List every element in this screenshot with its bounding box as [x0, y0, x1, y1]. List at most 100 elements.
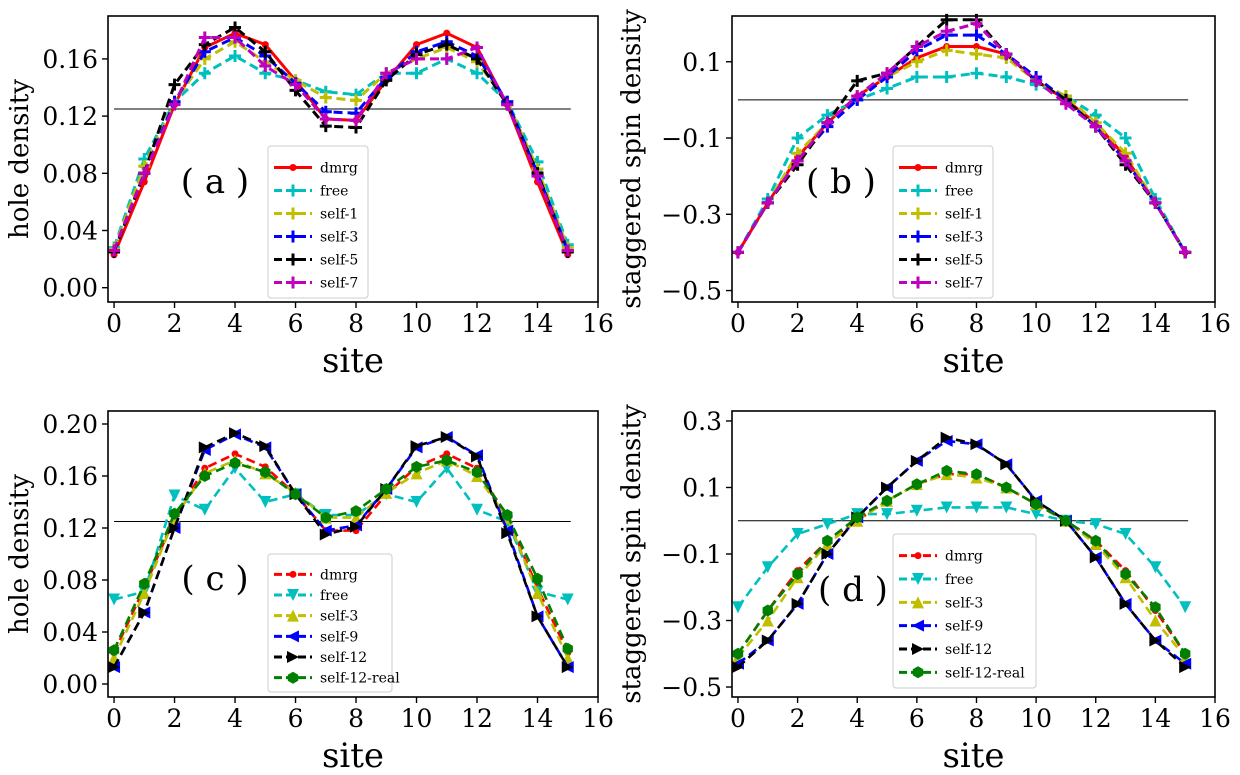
data-point: [1119, 154, 1132, 167]
data-point: [972, 43, 980, 51]
series-line: [736, 506, 1187, 608]
series-self-7: [108, 31, 574, 257]
data-point: [791, 132, 804, 145]
data-point: [108, 244, 121, 257]
legend-label: free: [945, 184, 973, 200]
data-point: [732, 647, 744, 660]
legend-label: self-5: [945, 253, 983, 269]
x-axis-label: site: [942, 341, 1004, 381]
legend-label: free: [320, 184, 348, 200]
series-line: [736, 472, 1187, 658]
data-point: [881, 508, 894, 521]
data-point: [1089, 518, 1102, 531]
data-point: [1030, 508, 1043, 521]
x-tick-label: 14: [522, 309, 554, 338]
data-point: [471, 41, 484, 54]
y-tick-label: 0.12: [42, 102, 98, 131]
data-point: [198, 31, 211, 44]
legend-label: self-12-real: [945, 665, 1025, 681]
data-point: [731, 661, 744, 674]
data-point: [970, 438, 983, 451]
legend-item: dmrg: [899, 549, 983, 565]
legend-marker: [912, 230, 924, 243]
y-tick-label: 0.00: [42, 670, 98, 699]
data-point: [531, 170, 544, 183]
x-tick-label: 10: [401, 309, 433, 338]
series-line: [112, 35, 570, 252]
x-tick-label: 14: [522, 704, 554, 733]
data-point: [561, 593, 574, 606]
y-tick-label: −0.3: [661, 200, 722, 229]
data-point: [791, 154, 804, 167]
data-point: [881, 82, 894, 95]
data-point: [1000, 458, 1013, 471]
y-tick-label: −0.3: [661, 607, 722, 636]
legend-label: self-12: [945, 642, 992, 658]
data-point: [471, 52, 484, 65]
data-point: [229, 31, 242, 44]
data-point: [940, 431, 953, 444]
data-point: [108, 593, 121, 606]
data-point: [1030, 74, 1043, 87]
legend-marker: [912, 253, 924, 266]
legend-item: self-1: [899, 207, 983, 223]
data-point: [791, 597, 804, 610]
legend-label: free: [320, 588, 348, 604]
legend: dmrg free self-1 self-3 self-5 self-7: [892, 145, 994, 299]
x-tick-label: 8: [969, 704, 985, 733]
data-point: [261, 41, 269, 49]
legend-item: free: [899, 572, 973, 588]
data-point: [941, 464, 952, 477]
legend-marker: [912, 573, 924, 585]
legend-label: self-12: [320, 650, 367, 666]
data-point: [443, 29, 451, 37]
panel-d: 0 2 4 6 8 10 12 14 16 −0.5 −0.3 −0.1 0.1 0.3 site stagg…: [617, 404, 1231, 775]
data-point: [1119, 132, 1132, 145]
data-point: [319, 112, 332, 125]
data-point: [168, 98, 181, 111]
data-point: [910, 55, 923, 68]
x-tick-label: 4: [227, 309, 243, 338]
legend-label: self-1: [945, 207, 983, 223]
data-point: [762, 604, 773, 617]
x-tick-label: 2: [167, 704, 183, 733]
data-point: [881, 494, 893, 507]
legend-item: self-3: [899, 595, 983, 611]
data-point: [1059, 97, 1072, 110]
legend-item: self-7: [899, 276, 983, 292]
legend-item: dmrg: [899, 161, 983, 177]
x-tick-label: 6: [288, 309, 304, 338]
y-tick-label: 0.00: [42, 274, 98, 303]
legend-marker: [287, 651, 299, 663]
data-point: [1001, 481, 1012, 494]
data-point: [1120, 568, 1131, 580]
data-point: [410, 440, 423, 453]
legend-marker: [912, 596, 924, 609]
legend-marker: [287, 230, 299, 243]
x-tick-label: 16: [582, 309, 614, 338]
x-tick-label: 2: [790, 309, 806, 338]
legend-item: self-12: [899, 642, 992, 658]
series-line: [112, 54, 570, 249]
data-point: [441, 454, 452, 467]
data-point: [319, 528, 332, 541]
x-tick-label: 10: [401, 704, 433, 733]
y-tick-label: 0.16: [42, 462, 98, 491]
y-tick-label: 0.08: [42, 159, 98, 188]
x-tick-label: 0: [106, 309, 122, 338]
data-point: [1180, 647, 1191, 660]
data-point: [881, 67, 894, 80]
data-point: [1179, 601, 1192, 614]
data-point: [970, 48, 983, 61]
data-point: [411, 460, 422, 473]
series-self-12-real: [108, 454, 573, 657]
data-point: [910, 504, 923, 517]
data-point: [791, 528, 804, 541]
data-point: [229, 427, 242, 440]
y-tick-label: 0.3: [682, 407, 722, 436]
data-point: [851, 90, 864, 103]
data-point: [562, 642, 573, 655]
legend-marker: [914, 552, 922, 560]
legend-item: self-9: [274, 629, 358, 645]
